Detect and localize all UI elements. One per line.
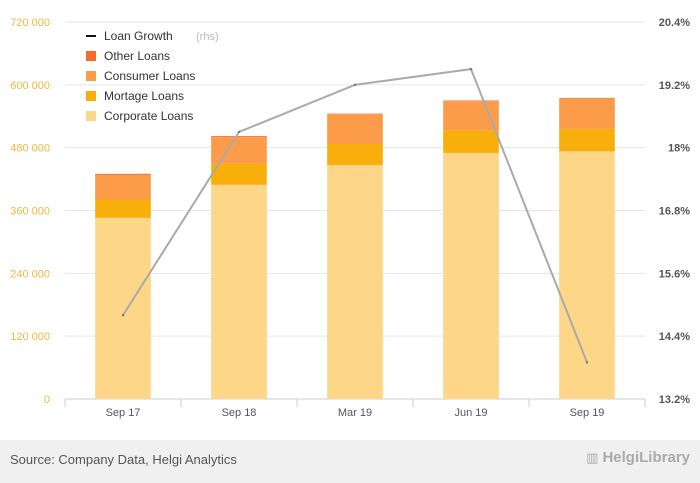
loans-chart: 0 120 000 240 000 360 000 480 000 600 000 720 … — [10, 17, 690, 419]
bar-segment — [95, 174, 151, 200]
bar-segment — [211, 137, 267, 164]
footer: Source: Company Data, Helgi Analytics ▥ … — [0, 440, 700, 483]
y-right-tick-label: 20.4% — [659, 17, 690, 29]
legend-label: Mortage Loans — [104, 89, 184, 103]
loan-growth-point — [237, 130, 241, 134]
bar-segment — [211, 136, 267, 138]
y-left-tick-label: 480 000 — [10, 143, 50, 155]
y-left-tick-label: 360 000 — [10, 206, 50, 218]
legend-label: Consumer Loans — [104, 69, 195, 83]
legend-rhs-note: (rhs) — [196, 31, 219, 43]
loan-growth-point — [469, 67, 473, 71]
bar-segment — [443, 130, 499, 153]
bar-segment — [559, 98, 615, 129]
x-tick-label: Sep 18 — [222, 407, 257, 419]
y-right-tick-label: 13.2% — [659, 394, 690, 406]
y-left-tick-label: 600 000 — [10, 80, 50, 92]
legend-swatch — [86, 51, 96, 61]
bar-segment — [211, 163, 267, 185]
loan-growth-point — [121, 314, 125, 317]
y-right-tick-label: 14.4% — [659, 331, 690, 343]
library-icon: ▥ — [586, 449, 599, 465]
legend-label: Other Loans — [104, 49, 170, 63]
bar-segment — [95, 217, 151, 399]
bar-segment — [327, 114, 383, 145]
y-right-tick-label: 18% — [668, 143, 690, 155]
legend-swatch — [86, 71, 96, 81]
source-text: Source: Company Data, Helgi Analytics — [10, 452, 237, 467]
bar-segment — [559, 151, 615, 399]
bar-segment — [443, 152, 499, 399]
brand-logo[interactable]: ▥ HelgiLibrary — [586, 449, 690, 466]
legend-label: Loan Growth — [104, 29, 173, 43]
brand-text: HelgiLibrary — [602, 449, 690, 466]
legend-swatch — [86, 91, 96, 101]
bar-segment — [559, 97, 615, 99]
bar-segment — [95, 173, 151, 175]
x-tick-label: Sep 17 — [106, 407, 141, 419]
legend-label: Corporate Loans — [104, 109, 193, 123]
bar-segment — [327, 113, 383, 115]
x-tick-label: Mar 19 — [338, 407, 372, 419]
y-right-tick-label: 19.2% — [659, 80, 690, 92]
y-right-tick-label: 16.8% — [659, 206, 690, 218]
x-tick-label: Jun 19 — [454, 407, 487, 419]
legend-swatch — [86, 111, 96, 121]
y-left-tick-label: 0 — [44, 394, 50, 406]
bar-segment — [95, 199, 151, 218]
bar-segment — [211, 184, 267, 399]
bar-segment — [559, 128, 615, 152]
loan-growth-point — [585, 361, 589, 364]
bar-segment — [327, 164, 383, 399]
bar-segment — [443, 100, 499, 102]
bar-segment — [327, 144, 383, 165]
y-left-tick-label: 720 000 — [10, 17, 50, 29]
y-left-tick-label: 240 000 — [10, 268, 50, 280]
y-right-tick-label: 15.6% — [659, 268, 690, 280]
y-left-tick-label: 120 000 — [10, 331, 50, 343]
loan-growth-point — [353, 83, 357, 87]
x-tick-label: Sep 19 — [570, 407, 605, 419]
